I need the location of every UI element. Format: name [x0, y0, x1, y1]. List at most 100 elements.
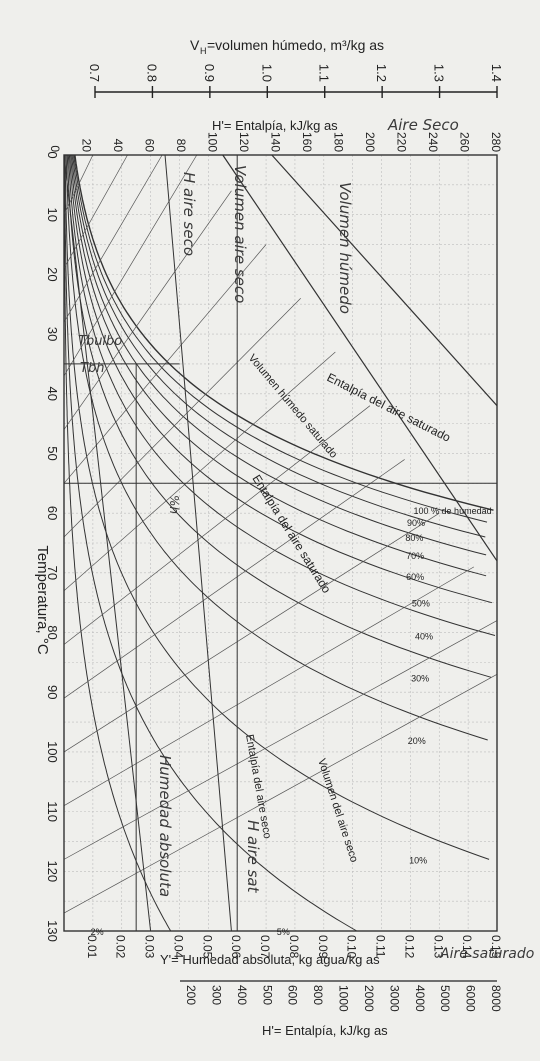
enthalpy-right-tick-label: 2000	[362, 985, 376, 1012]
saturated-volume-line	[271, 154, 498, 407]
temperature-tick-label: 20	[45, 267, 60, 281]
volume-tick-label: 1.2	[374, 64, 389, 82]
enthalpy-right-tick-label: 6000	[464, 985, 478, 1012]
humidity-tick-label: 0.06	[229, 935, 243, 959]
enthalpy-top-tick-label: 80	[174, 139, 188, 153]
enthalpy-top-tick-label: 220	[395, 132, 409, 152]
enthalpy-line	[63, 674, 498, 914]
humidity-curve-label: 70%	[406, 551, 424, 561]
enthalpy-line	[63, 405, 371, 645]
humidity-curve-label: 80%	[405, 533, 423, 543]
humidity-curves	[63, 154, 496, 932]
temperature-tick-label: 130	[45, 920, 60, 942]
humidity-curve	[70, 154, 487, 577]
handwritten-h-aire-sat: H aire sat	[244, 820, 262, 894]
temperature-tick-label: 90	[45, 685, 60, 699]
enthalpy-right-tick-label: 8000	[489, 985, 503, 1012]
enthalpy-right-tick-label: 3000	[387, 985, 401, 1012]
enthalpy-top-label: H'= Entalpía, kJ/kg as	[212, 118, 338, 133]
humidity-curve	[63, 155, 172, 932]
humidity-curve-label: 2%	[91, 927, 104, 937]
temperature-tick-label: 100	[45, 741, 60, 763]
temperature-tick-label: 30	[45, 327, 60, 341]
saturated-enthalpy-line	[222, 154, 498, 562]
humidity-tick-label: 0.03	[143, 935, 157, 959]
temperature-tick-label: 40	[45, 387, 60, 401]
handwritten-tbulbo: Tbulbo	[78, 334, 122, 349]
volume-tick-label: 0.8	[144, 64, 159, 82]
annotation-enthalpy-saturated: Entalpía del aire saturado	[325, 370, 453, 445]
humidity-tick-label: 0.02	[114, 935, 128, 959]
humidity-curve	[74, 154, 494, 511]
enthalpy-top-tick-label: 280	[489, 132, 503, 152]
humidity-tick-label: 0.05	[200, 935, 214, 959]
volume-axis-label-sub: H	[200, 46, 207, 56]
enthalpy-top-tick-label: 100	[206, 132, 220, 152]
enthalpy-top-tick-label: 260	[458, 132, 472, 152]
enthalpy-top-tick-label: 40	[111, 139, 125, 153]
handwritten-h-aire-seco: H aire seco	[180, 172, 198, 256]
humidity-curve	[68, 154, 493, 604]
humidity-curve	[67, 154, 496, 636]
temperature-tick-label: 110	[45, 801, 60, 822]
humidity-tick-label: 0.15	[489, 935, 503, 959]
humidity-tick-label: 0.12	[402, 935, 416, 959]
temperature-tick-label: 70	[45, 566, 60, 580]
enthalpy-right-tick-label: 5000	[438, 985, 452, 1012]
humidity-curve	[72, 154, 486, 538]
dry-air-enthalpy-line	[164, 154, 232, 932]
humidity-curve-label: 50%	[412, 599, 430, 609]
volume-tick-label: 1.1	[317, 64, 332, 82]
volume-axis-label-rest: =volumen húmedo, m³/kg as	[207, 37, 384, 53]
reference-lines	[63, 86, 498, 982]
temperature-tick-label: 80	[45, 625, 60, 639]
volume-tick-label: 1.4	[489, 64, 504, 82]
handwritten-volumen-humedo: Volumen húmedo	[336, 182, 354, 314]
handwritten-volumen-aire-seco: Volumen aire seco	[231, 165, 249, 303]
temperature-tick-label: 0	[45, 151, 60, 158]
handwritten-percent-h: %h	[167, 495, 181, 514]
y-axis-label: Y'= Humedad absoluta, kg agua/kg as	[160, 952, 380, 967]
enthalpy-top-tick-label: 240	[426, 132, 440, 152]
temperature-tick-label: 120	[45, 860, 60, 882]
humidity-curve-label: 90%	[407, 518, 425, 528]
tick-labels: 0 10 20 30 40 50 60 70 80 90 100 110 120 130 0.01 0.02 0…	[45, 64, 504, 1012]
enthalpy-right-tick-label: 500	[260, 985, 274, 1005]
humidity-curve	[64, 155, 490, 860]
humidity-curve-label: 100 % de humedad	[414, 506, 492, 516]
volume-axis-label-prefix: V	[190, 37, 200, 53]
humidity-tick-label: 0.10	[345, 935, 359, 959]
enthalpy-top-tick-label: 20	[80, 139, 94, 153]
enthalpy-right-tick-label: 800	[311, 985, 325, 1005]
enthalpy-right-label: H'= Entalpía, kJ/kg as	[262, 1023, 388, 1038]
enthalpy-top-tick-label: 180	[332, 132, 346, 152]
temperature-tick-label: 60	[45, 506, 60, 520]
enthalpy-line	[63, 154, 198, 377]
enthalpy-line	[63, 154, 94, 215]
humidity-curve-label: 20%	[408, 736, 426, 746]
humidity-tick-label: 0.09	[316, 935, 330, 959]
humidity-curve	[73, 154, 488, 523]
enthalpy-right-tick-label: 1000	[337, 985, 351, 1012]
volume-tick-label: 0.9	[202, 64, 217, 82]
enthalpy-line	[63, 190, 232, 430]
enthalpy-line	[63, 298, 301, 538]
humidity-tick-label: 0.14	[460, 935, 474, 959]
enthalpy-top-tick-label: 0	[48, 145, 62, 152]
handwritten-aire-saturado: Aire saturado	[439, 946, 534, 962]
chart-labels: V H =volumen húmedo, m³/kg as H'= Entalp…	[34, 37, 534, 1038]
humidity-curve-label: 10%	[409, 855, 427, 865]
handwritten-humedad-absoluta: Humedad absoluta	[156, 755, 174, 897]
enthalpy-right-tick-label: 4000	[413, 985, 427, 1012]
enthalpy-right-tick-label: 400	[235, 985, 249, 1005]
enthalpy-top-tick-label: 200	[363, 132, 377, 152]
annotation-enthalpy-saturated-2: Entalpía del aire saturado	[249, 472, 334, 596]
humidity-tick-label: 0.13	[431, 935, 445, 959]
handwritten-tbh: Tbh	[80, 361, 104, 376]
enthalpy-line	[63, 459, 405, 699]
handwritten-aire-seco: Aire Seco	[387, 116, 459, 134]
humidity-tick-label: 0.11	[374, 935, 388, 958]
volume-tick-label: 0.7	[87, 64, 102, 82]
humidity-curve-label: 30%	[411, 673, 429, 683]
